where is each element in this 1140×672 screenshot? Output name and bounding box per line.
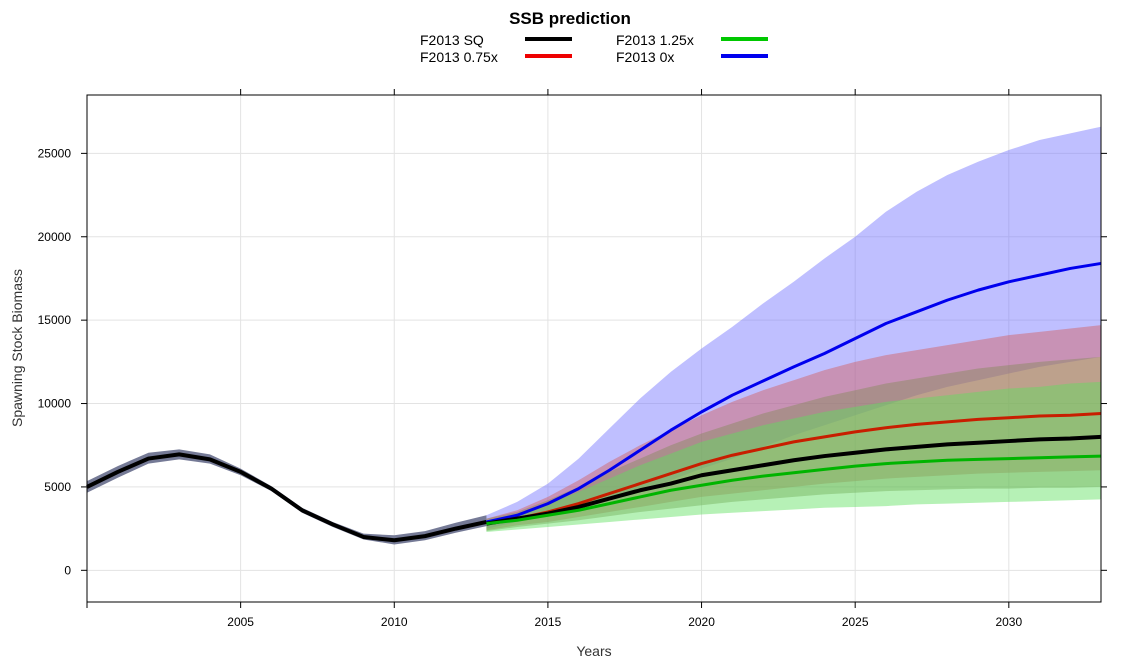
legend-label-sq: F2013 SQ: [420, 32, 484, 48]
x-tick-label-2020: 2020: [688, 615, 715, 629]
x-tick-label-2030: 2030: [995, 615, 1022, 629]
y-tick-label-10000: 10000: [38, 397, 72, 411]
legend-label-075x: F2013 0.75x: [420, 49, 498, 65]
x-axis-title: Years: [576, 643, 611, 659]
y-axis-title: Spawning Stock Biomass: [9, 269, 25, 427]
x-tick-label-2015: 2015: [535, 615, 562, 629]
x-tick-label-2025: 2025: [842, 615, 869, 629]
historical-line: [87, 454, 486, 540]
y-tick-label-15000: 15000: [38, 313, 72, 327]
historical-band: [87, 449, 486, 544]
legend: F2013 SQ F2013 0.75x F2013 1.25x F2013 0…: [420, 32, 768, 65]
y-tick-label-25000: 25000: [38, 146, 72, 160]
x-tick-label-2010: 2010: [381, 615, 408, 629]
confidence-bands: [87, 127, 1101, 545]
legend-label-0x: F2013 0x: [616, 49, 674, 65]
y-tick-label-0: 0: [64, 563, 71, 577]
y-tick-label-5000: 5000: [44, 480, 71, 494]
y-tick-label-20000: 20000: [38, 230, 72, 244]
x-tick-label-2005: 2005: [227, 615, 254, 629]
chart-title: SSB prediction: [509, 9, 631, 28]
legend-label-125x: F2013 1.25x: [616, 32, 694, 48]
